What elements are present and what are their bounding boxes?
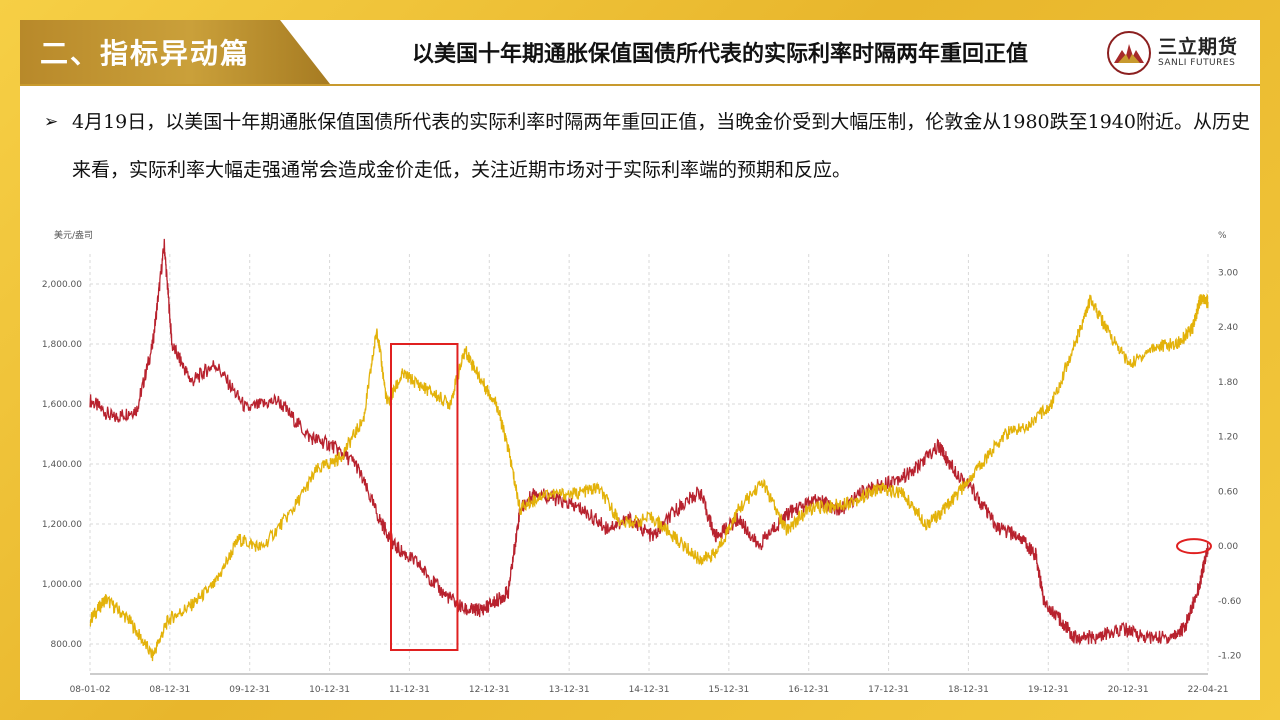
logo-text: 三立期货 <box>1158 36 1239 58</box>
y-left-tick-label: 1,400.00 <box>42 460 82 470</box>
y-left-tick-label: 1,800.00 <box>42 340 82 350</box>
x-tick-label: 22-04-21 <box>1188 685 1229 695</box>
y-right-tick-label: -1.20 <box>1218 652 1242 662</box>
x-tick-label: 09-12-31 <box>229 685 270 695</box>
bullet-text: 4月19日，以美国十年期通胀保值国债所代表的实际利率时隔两年重回正值，当晚金价受… <box>72 111 1250 181</box>
logo-subtext: SANLI FUTURES <box>1158 58 1236 68</box>
tips-yield-line <box>89 238 1209 646</box>
x-tick-label: 19-12-31 <box>1028 685 1069 695</box>
y-left-tick-label: 1,000.00 <box>42 580 82 590</box>
section-tab <box>20 20 330 84</box>
x-tick-label: 08-12-31 <box>149 685 190 695</box>
y-left-tick-label: 2,000.00 <box>42 280 82 290</box>
y-right-tick-label: 2.40 <box>1218 323 1238 333</box>
chart-grid <box>89 254 1209 674</box>
header: 二、指标异动篇 以美国十年期通胀保值国债所代表的实际利率时隔两年重回正值 三立期… <box>20 20 1260 84</box>
x-tick-label: 11-12-31 <box>389 685 430 695</box>
y-left-tick-label: 1,200.00 <box>42 520 82 530</box>
x-tick-label: 08-01-02 <box>70 685 111 695</box>
company-logo: 三立期货 SANLI FUTURES <box>1106 30 1256 76</box>
header-divider <box>20 84 1260 86</box>
x-tick-label: 15-12-31 <box>708 685 749 695</box>
y-right-tick-label: 0.00 <box>1218 542 1238 552</box>
y-right-tick-label: 0.60 <box>1218 487 1238 497</box>
slide-title: 以美国十年期通胀保值国债所代表的实际利率时隔两年重回正值 <box>411 41 1028 67</box>
section-title: 二、指标异动篇 <box>40 37 251 70</box>
right-axis-unit: % <box>1218 231 1227 241</box>
y-right-tick-label: 1.80 <box>1218 378 1238 388</box>
left-axis-unit: 美元/盎司 <box>54 229 93 241</box>
chart-series <box>89 238 1209 662</box>
y-left-tick-label: 800.00 <box>51 640 83 650</box>
y-right-tick-label: -0.60 <box>1218 597 1242 607</box>
x-tick-label: 10-12-31 <box>309 685 350 695</box>
x-tick-label: 13-12-31 <box>549 685 590 695</box>
x-tick-label: 16-12-31 <box>788 685 829 695</box>
x-tick-label: 14-12-31 <box>629 685 670 695</box>
arrow-bullet-icon: ➢ <box>44 112 59 132</box>
bullet-paragraph: ➢ 4月19日，以美国十年期通胀保值国债所代表的实际利率时隔两年重回正值，当晚金… <box>44 98 1252 194</box>
highlight-ellipse <box>1176 538 1212 555</box>
x-tick-label: 18-12-31 <box>948 685 989 695</box>
chart-annotations <box>390 343 1212 651</box>
y-left-tick-label: 1,600.00 <box>42 400 82 410</box>
y-right-tick-label: 3.00 <box>1218 268 1238 278</box>
y-right-tick-label: 1.20 <box>1218 433 1238 443</box>
x-tick-label: 17-12-31 <box>868 685 909 695</box>
chart-axes: 08-01-02 08-12-31 09-12-31 10-12-31 11-12-31… <box>42 229 1242 695</box>
slide: 二、指标异动篇 以美国十年期通胀保值国债所代表的实际利率时隔两年重回正值 三立期… <box>20 20 1260 700</box>
mountain-logo-icon <box>1107 31 1151 75</box>
gold-price-line <box>89 293 1209 662</box>
x-tick-label: 12-12-31 <box>469 685 510 695</box>
highlight-box <box>390 343 459 651</box>
x-tick-label: 20-12-31 <box>1108 685 1149 695</box>
chart: 08-01-02 08-12-31 09-12-31 10-12-31 11-12-31… <box>42 229 1242 695</box>
